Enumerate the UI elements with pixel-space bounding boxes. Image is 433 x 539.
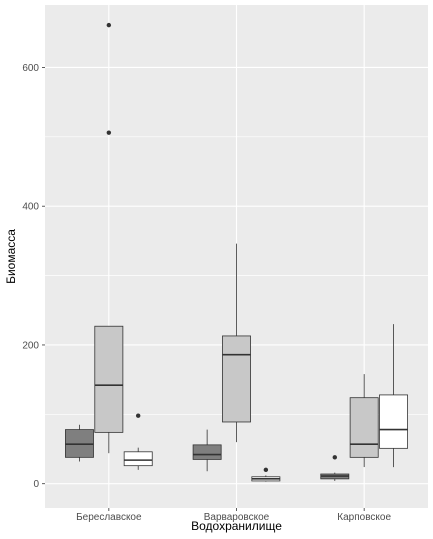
y-tick-label: 400: [22, 202, 39, 213]
box-2-3: [251, 467, 281, 482]
y-tick-label: 0: [33, 479, 39, 490]
x-tick-label: Варваровское: [204, 512, 270, 523]
box-1-3: [123, 413, 153, 470]
box-iqr: [349, 397, 379, 458]
box-iqr: [94, 325, 124, 433]
y-axis-title: Биомасса: [4, 229, 18, 284]
outlier-point: [263, 467, 269, 473]
x-axis-title: Водохранилище: [191, 519, 282, 533]
box-1-2: [94, 22, 124, 454]
outlier-point: [332, 455, 338, 460]
box-3-1: [320, 455, 350, 481]
box-2-1: [192, 429, 222, 472]
box-iqr: [222, 335, 251, 423]
outlier-point: [106, 130, 112, 135]
x-tick-label: Береславское: [76, 512, 142, 523]
y-tick-label: 200: [22, 340, 39, 351]
y-tick-label: 600: [22, 63, 39, 74]
box-3-3: [379, 324, 408, 468]
outlier-point: [135, 413, 141, 418]
axes: 0 200 400 600 Береславское Варваровское Карпов…: [22, 63, 391, 523]
box-3-2: [349, 374, 379, 468]
box-iqr: [123, 451, 153, 467]
box-2-2: [222, 243, 251, 443]
x-tick-label: Карповское: [337, 512, 391, 523]
box-1-1: [65, 424, 94, 462]
box-iqr: [379, 394, 408, 449]
boxes: [65, 22, 408, 482]
box-iqr: [192, 444, 222, 460]
outlier-point: [106, 22, 112, 28]
